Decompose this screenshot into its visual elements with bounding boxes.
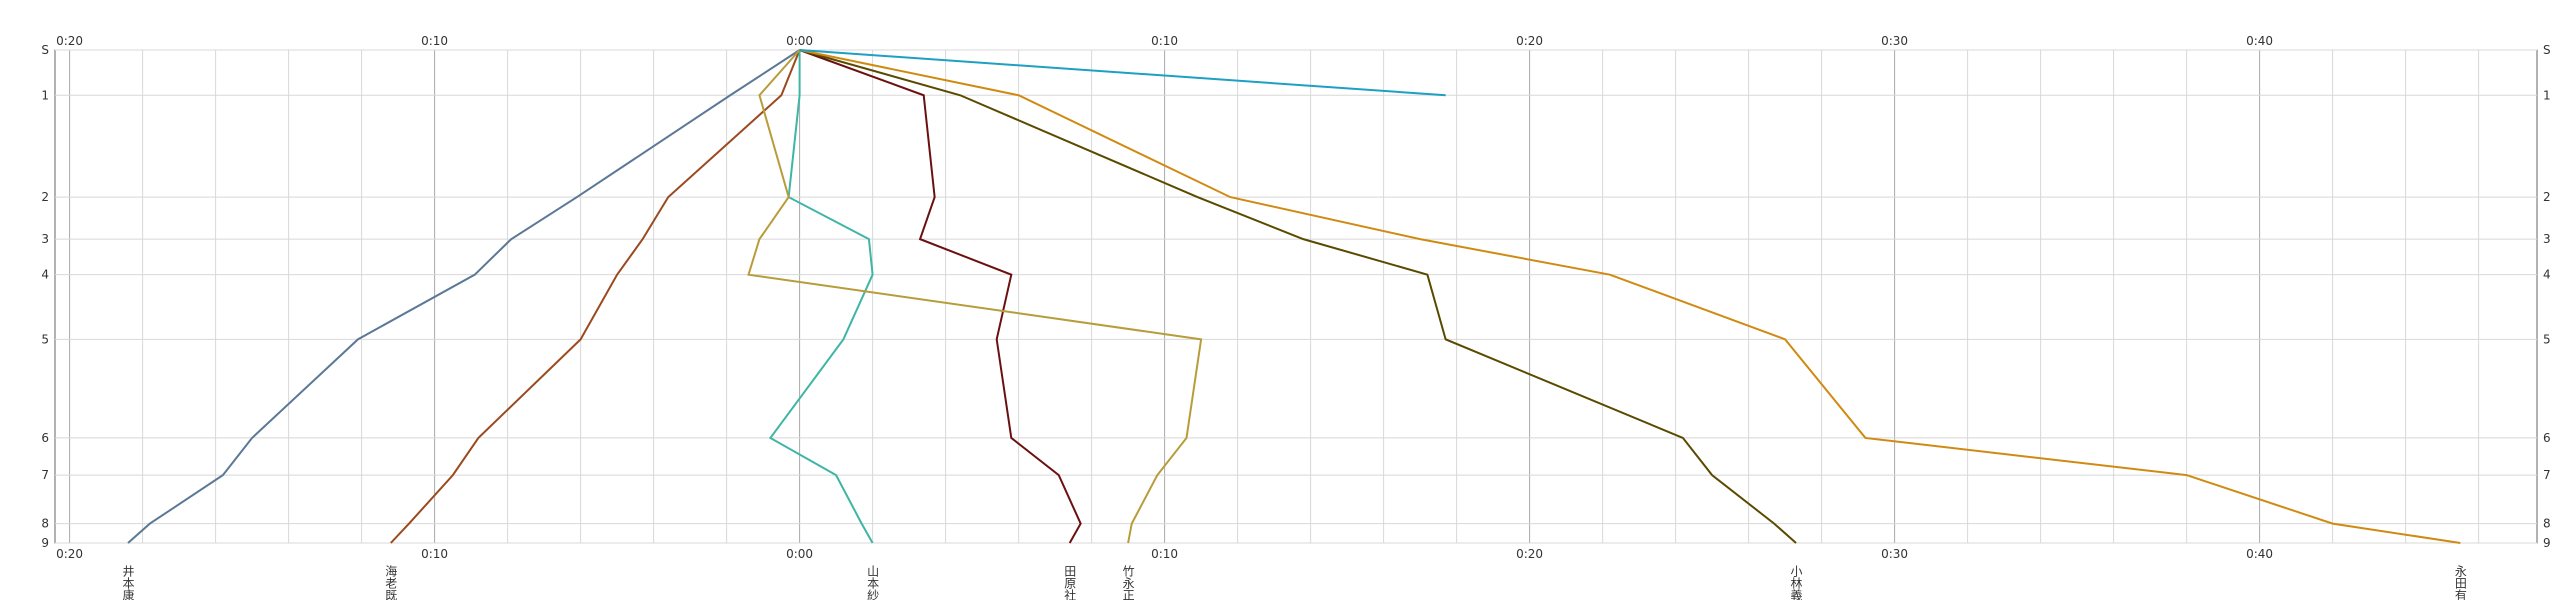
runner-name: 小林義 <box>1789 565 1803 600</box>
y-tick-label-left: 4 <box>41 268 49 282</box>
y-tick-label-right: 8 <box>2543 517 2551 531</box>
y-tick-label-left: 7 <box>41 468 49 482</box>
x-tick-label-bottom: 0:40 <box>2246 547 2273 561</box>
x-tick-label-top: 0:00 <box>786 34 813 48</box>
runner-line <box>747 49 1203 544</box>
x-tick-label-bottom: 0:20 <box>56 547 83 561</box>
runner-line <box>768 50 874 544</box>
y-tick-label-right: 1 <box>2543 88 2551 102</box>
x-tick-label-top: 0:30 <box>1881 34 1908 48</box>
runner-line <box>390 49 801 544</box>
x-tick-label-top: 0:20 <box>1516 34 1543 48</box>
y-tick-label-right: 2 <box>2543 190 2551 204</box>
runner-line <box>799 49 1082 544</box>
y-tick-label-left: 1 <box>41 88 49 102</box>
x-tick-label-bottom: 0:00 <box>786 547 813 561</box>
y-tick-label-right: 3 <box>2543 232 2551 246</box>
y-tick-label-left: 9 <box>41 536 49 550</box>
x-tick-label-top: 0:10 <box>1151 34 1178 48</box>
runner-line <box>799 49 2461 544</box>
x-tick-label-top: 0:10 <box>421 34 448 48</box>
runner-line <box>799 49 1446 97</box>
runner-line <box>127 49 801 544</box>
y-tick-label-right: 6 <box>2543 431 2551 445</box>
y-tick-label-right: 9 <box>2543 536 2551 550</box>
runner-line <box>799 49 1797 544</box>
x-tick-label-bottom: 0:20 <box>1516 547 1543 561</box>
y-tick-label-right: S <box>2543 43 2551 57</box>
runner-name: 田原社 <box>1063 565 1077 600</box>
y-tick-label-left: 2 <box>41 190 49 204</box>
x-tick-label-top: 0:40 <box>2246 34 2273 48</box>
y-tick-label-left: 8 <box>41 517 49 531</box>
y-tick-label-right: 7 <box>2543 468 2551 482</box>
y-tick-label-right: 5 <box>2543 332 2551 346</box>
runner-name: 井本康 <box>121 565 135 600</box>
runner-name: 竹永正 <box>1121 565 1135 600</box>
y-tick-label-left: 5 <box>41 332 49 346</box>
x-tick-label-bottom: 0:30 <box>1881 547 1908 561</box>
x-tick-label-top: 0:20 <box>56 34 83 48</box>
x-tick-label-bottom: 0:10 <box>421 547 448 561</box>
y-tick-label-left: S <box>41 43 49 57</box>
y-tick-label-left: 3 <box>41 232 49 246</box>
runner-name: 山本紗 <box>866 565 880 600</box>
plot-frame <box>54 49 2538 544</box>
y-tick-label-left: 6 <box>41 431 49 445</box>
runner-name: 永田有 <box>2453 565 2467 600</box>
y-tick-label-right: 4 <box>2543 268 2551 282</box>
x-tick-label-bottom: 0:10 <box>1151 547 1178 561</box>
runner-name: 海老既 <box>384 564 398 600</box>
